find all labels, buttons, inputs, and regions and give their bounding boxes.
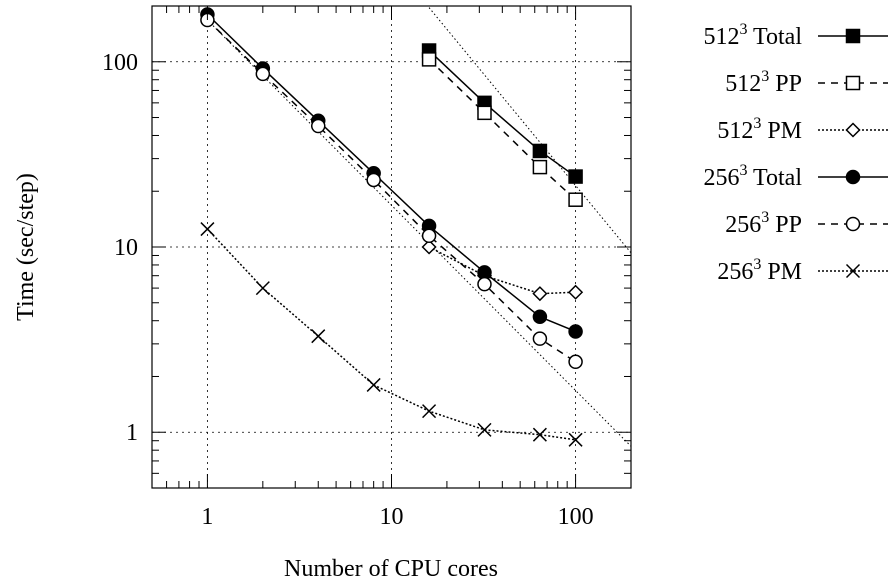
series-line [206,19,576,363]
legend-entry: 5123 PP [725,68,888,97]
legend-marker [845,263,861,279]
y-tick-label: 10 [114,235,138,261]
data-point [255,281,270,296]
series-512-pp [421,52,583,207]
data-point [366,172,381,188]
legend-label: 2563 Total [703,162,802,191]
legend-marker [845,122,861,138]
data-point [422,404,437,419]
reference-line [428,7,631,254]
data-point [200,222,215,237]
legend-size-base: 256 [703,165,739,191]
series-256-pm [200,222,583,447]
legend-size-exp: 3 [761,209,769,226]
tick-labels: 1 10 100 1 10 100 [102,50,594,530]
reference-lines [207,7,631,447]
data-point [568,432,583,447]
legend-entry: 2563 Total [703,162,888,191]
data-point [568,284,584,300]
series-line [428,58,577,201]
reference-line [207,19,631,447]
x-tick-label: 1 [201,504,213,530]
data-point [421,228,437,244]
data-point [255,66,271,82]
series-line [428,49,577,178]
data-point [421,239,437,255]
data-point [477,265,492,280]
data-point [568,324,583,339]
legend-size-exp: 3 [753,256,761,273]
data-point [532,309,548,325]
legend-size-exp: 3 [739,21,747,38]
data-point [311,329,326,344]
data-point [310,118,326,134]
legend-series-name: Total [747,24,802,50]
data-point [477,276,492,292]
x-tick-label: 10 [380,504,404,530]
legend-marker [845,169,861,185]
legend-series-name: PP [769,212,802,238]
data-point [532,427,547,442]
legend-size-base: 512 [717,118,753,144]
legend-series-name: PM [761,259,802,285]
legend-marker [845,75,861,91]
x-axis-label: Number of CPU cores [284,556,498,582]
legend-size-exp: 3 [761,68,769,85]
legend-series-name: PP [769,71,802,97]
y-tick-label: 1 [126,420,138,446]
legend-size-base: 512 [703,24,739,50]
legend-series-name: Total [747,165,802,191]
data-point [532,143,548,159]
legend-label: 5123 PM [717,115,802,144]
legend-size-base: 256 [725,212,761,238]
series-line [206,228,576,441]
legend-entry: 2563 PM [717,256,888,285]
legend-label: 2563 PP [725,209,802,238]
legend-size-exp: 3 [753,115,761,132]
series-512-total [421,43,583,184]
legend-size-base: 512 [725,71,761,97]
tick-layer [151,5,632,489]
legend-entry: 5123 Total [703,21,888,50]
legend-marker [845,216,861,232]
data-point [477,422,492,437]
data-point [421,52,437,67]
x-tick-label: 100 [558,504,594,530]
legend-marker [845,28,861,44]
legend-label: 5123 PP [725,68,802,97]
data-point [568,354,583,370]
legend-entry: 2563 PP [725,209,888,238]
series-512-pm [421,239,584,302]
y-axis-label: Time (sec/step) [13,173,39,321]
data-point [568,169,583,184]
data-point [477,105,492,121]
legend-label: 5123 Total [703,21,802,50]
grid-layer [152,6,631,488]
legend-series-name: PM [761,118,802,144]
data-point [532,159,548,175]
legend-size-exp: 3 [739,162,747,179]
series-line [206,13,576,333]
legend-entry: 5123 PM [717,115,888,144]
legend-label: 2563 PM [717,256,802,285]
legend-size-base: 256 [717,259,753,285]
data-point [532,286,548,302]
data-point [366,377,381,392]
y-tick-label: 100 [102,50,138,76]
data-point [532,331,548,346]
series-256-pp [200,12,583,370]
data-point [568,192,583,207]
